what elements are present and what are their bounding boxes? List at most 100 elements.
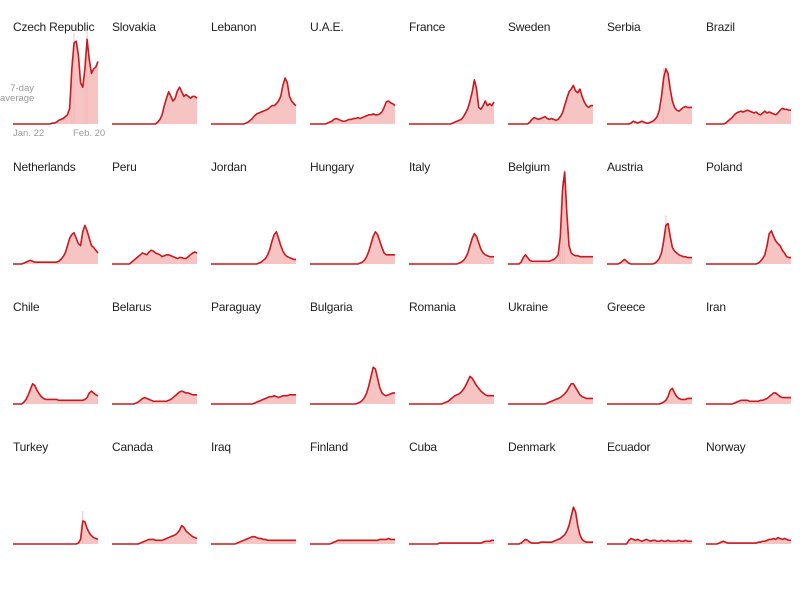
area-chart (607, 215, 692, 265)
seven-day-average-line (211, 535, 296, 545)
panel-title: U.A.E. (310, 20, 344, 34)
panel-title: Iran (706, 300, 726, 314)
seven-day-average-line (112, 390, 197, 405)
panel-title: Czech Republic (13, 20, 95, 34)
area-chart (706, 536, 791, 545)
chart-panel: Finland (297, 420, 396, 560)
area-fill (310, 231, 395, 264)
seven-day-average-line (211, 231, 296, 265)
area-fill (607, 388, 692, 404)
panel-title: Jordan (211, 160, 247, 174)
seven-day-average-line (112, 524, 198, 545)
panel-title: Turkey (13, 440, 49, 454)
legend-line-1: 7-day (10, 83, 34, 94)
chart-panel: Poland (693, 140, 792, 280)
area-fill (607, 68, 692, 124)
area-chart (310, 366, 395, 405)
area-chart (310, 100, 396, 125)
seven-day-average-line (607, 537, 692, 545)
area-chart (211, 394, 296, 405)
seven-day-average-line (211, 394, 296, 405)
seven-day-average-line (409, 539, 494, 545)
chart-panel: Jordan (198, 140, 297, 280)
chart-panel: France (396, 0, 495, 140)
area-chart (13, 30, 99, 125)
area-fill (706, 392, 791, 404)
seven-day-average-line (607, 68, 692, 125)
x-axis-start-label: Jan. 22 (13, 128, 45, 139)
area-fill (310, 101, 395, 124)
chart-panel: Slovakia (99, 0, 198, 140)
chart-panel: Peru (99, 140, 198, 280)
panel-title: Sweden (508, 20, 551, 34)
area-fill (310, 538, 395, 544)
seven-day-average-line (13, 520, 99, 545)
panel-title: Ukraine (508, 300, 548, 314)
panel-title: Chile (13, 300, 40, 314)
area-chart (706, 107, 791, 125)
chart-panel: Belgium (495, 140, 594, 280)
area-fill (409, 233, 494, 264)
area-fill (112, 525, 197, 544)
area-chart (13, 382, 99, 405)
seven-day-average-line (706, 392, 791, 405)
chart-panel: Canada (99, 420, 198, 560)
panel-title: Italy (409, 160, 431, 174)
panel-title: Hungary (310, 160, 354, 174)
area-chart (706, 230, 791, 265)
panel-title: Lebanon (211, 20, 257, 34)
area-fill (211, 394, 296, 404)
panel-title: Peru (112, 160, 137, 174)
chart-panel: Norway (693, 420, 792, 560)
area-fill (211, 78, 296, 124)
small-multiples-grid: Czech Republic 7-day average Jan. 22 Feb. 20… (0, 0, 792, 560)
seven-day-average-line (211, 77, 297, 125)
area-fill (13, 225, 98, 264)
chart-panel: U.A.E. (297, 0, 396, 140)
panel-title: Greece (607, 300, 646, 314)
seven-day-average-line (409, 375, 494, 405)
panel-title: Paraguay (211, 300, 261, 314)
chart-panel: Cuba (396, 420, 495, 560)
area-fill (13, 383, 98, 404)
panel-title: Belarus (112, 300, 152, 314)
area-chart (211, 77, 297, 125)
chart-panel: Czech Republic 7-day average Jan. 22 Feb. 20 (0, 0, 105, 140)
area-fill (706, 537, 791, 544)
area-chart (13, 224, 99, 265)
chart-panel: Serbia (594, 0, 693, 140)
panel-title: Poland (706, 160, 743, 174)
chart-panel: Romania (396, 280, 495, 420)
seven-day-average-line (508, 382, 593, 405)
legend-line-2: average (0, 93, 35, 104)
chart-panel: Ecuador (594, 420, 693, 560)
seven-day-average-line (310, 100, 396, 125)
area-fill (211, 231, 296, 264)
area-fill (13, 39, 98, 124)
seven-day-average-line (13, 382, 99, 405)
seven-day-average-line (607, 222, 692, 265)
chart-panel: Denmark (495, 420, 594, 560)
panel-title: Slovakia (112, 20, 156, 34)
chart-panel: Greece (594, 280, 693, 420)
panel-title: Serbia (607, 20, 641, 34)
seven-day-average-line (508, 84, 593, 125)
panel-title: Bulgaria (310, 300, 353, 314)
chart-panel: Lebanon (198, 0, 297, 140)
panel-title: Brazil (706, 20, 735, 34)
panel-title: Finland (310, 440, 348, 454)
chart-panel: Turkey (0, 420, 99, 560)
area-chart (409, 79, 495, 125)
chart-panel: Netherlands (0, 140, 99, 280)
area-chart (112, 86, 198, 125)
seven-day-average-line (409, 232, 494, 265)
area-chart (409, 539, 494, 545)
area-fill (13, 521, 98, 544)
area-fill (607, 223, 692, 264)
panel-title: Denmark (508, 440, 556, 454)
panel-title: Canada (112, 440, 153, 454)
panel-title: Ecuador (607, 440, 651, 454)
area-chart (607, 537, 692, 545)
area-chart (211, 535, 296, 545)
seven-day-average-line (409, 79, 495, 125)
